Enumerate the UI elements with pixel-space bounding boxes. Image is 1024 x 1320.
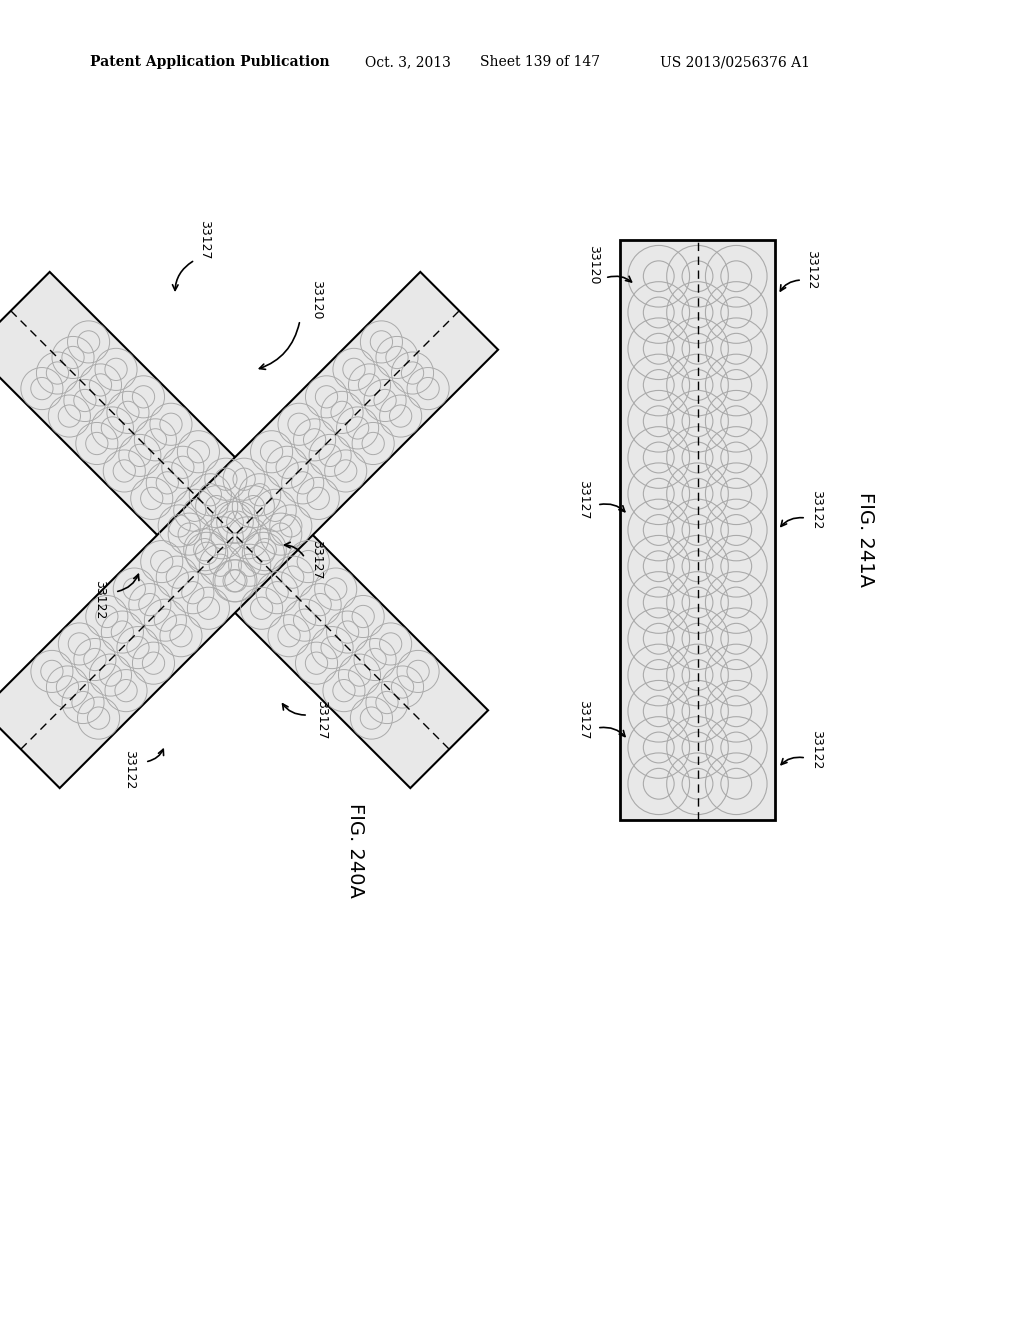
Text: 33122: 33122 <box>93 581 106 619</box>
Text: 33120: 33120 <box>310 280 323 319</box>
Text: 33127: 33127 <box>199 220 212 260</box>
Polygon shape <box>0 272 498 788</box>
Polygon shape <box>0 272 488 788</box>
Text: 33127: 33127 <box>310 540 323 579</box>
Text: Patent Application Publication: Patent Application Publication <box>90 55 330 69</box>
Text: 33127: 33127 <box>577 480 590 520</box>
Text: 33122: 33122 <box>124 750 136 789</box>
Text: Sheet 139 of 147: Sheet 139 of 147 <box>480 55 600 69</box>
Text: 33122: 33122 <box>810 730 823 770</box>
Text: FIG. 241A: FIG. 241A <box>855 492 874 587</box>
Text: US 2013/0256376 A1: US 2013/0256376 A1 <box>660 55 810 69</box>
Text: 33122: 33122 <box>805 251 818 289</box>
Text: 33120: 33120 <box>587 246 600 285</box>
Text: 33122: 33122 <box>810 490 823 529</box>
Text: Oct. 3, 2013: Oct. 3, 2013 <box>365 55 451 69</box>
Text: 33127: 33127 <box>577 700 590 739</box>
Polygon shape <box>620 240 775 820</box>
Text: 33127: 33127 <box>315 700 328 739</box>
Text: FIG. 240A: FIG. 240A <box>345 803 365 898</box>
